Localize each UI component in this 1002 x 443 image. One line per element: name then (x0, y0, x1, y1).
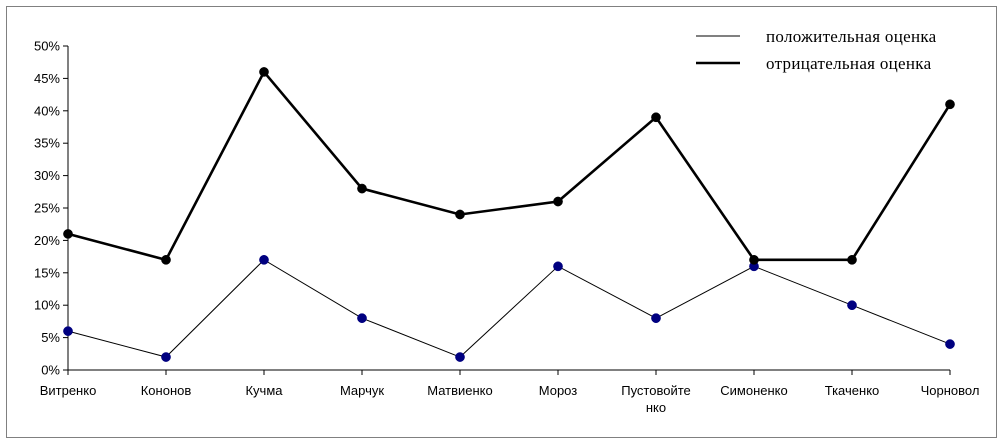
data-point (553, 261, 563, 272)
data-point (455, 209, 465, 220)
y-tick-label: 35% (34, 136, 60, 151)
data-point (63, 229, 73, 239)
data-point (847, 254, 857, 265)
data-point (945, 99, 955, 110)
y-tick-label: 50% (34, 39, 60, 54)
x-tick-label: Мороз (539, 383, 578, 398)
x-tick-label: Чорновол (921, 383, 980, 398)
series-2 (63, 67, 955, 265)
x-tick-label: нко (646, 400, 666, 415)
x-tick-label: Витренко (40, 383, 97, 398)
y-tick-label: 20% (34, 233, 60, 248)
y-tick-label: 5% (41, 330, 60, 345)
y-tick-label: 15% (34, 265, 60, 280)
x-axis: Витренко Кононов Кучма Марчук Матвиенко Мороз… (40, 369, 980, 415)
legend: положительная оценка отрицательная оценка (696, 27, 937, 73)
legend-item: отрицательная оценка (696, 54, 932, 73)
y-tick-label: 0% (41, 363, 60, 378)
data-point (847, 300, 857, 311)
data-point (357, 183, 367, 194)
y-tick-label: 10% (34, 298, 60, 313)
legend-label: отрицательная оценка (766, 54, 932, 73)
x-tick-label: Пустовойте (621, 383, 691, 398)
x-tick-label: Матвиенко (427, 383, 493, 398)
y-tick-label: 40% (34, 103, 60, 118)
y-tick-label: 45% (34, 71, 60, 86)
x-tick-label: Ткаченко (825, 383, 880, 398)
x-tick-label: Симоненко (720, 383, 787, 398)
y-tick-label: 25% (34, 201, 60, 216)
data-point (259, 67, 269, 77)
series-layer (63, 67, 955, 362)
x-tick-label: Кучма (245, 383, 283, 398)
data-point (259, 254, 269, 265)
series-1 (63, 254, 955, 362)
legend-label: положительная оценка (766, 27, 937, 46)
x-tick-label: Марчук (340, 383, 384, 398)
data-point (651, 313, 661, 324)
y-tick-label: 30% (34, 168, 60, 183)
data-point (455, 352, 465, 362)
series-line (67, 259, 951, 358)
x-tick-label: Кононов (141, 383, 192, 398)
data-point (945, 339, 955, 349)
data-point (357, 313, 367, 324)
data-point (161, 352, 171, 362)
data-point (161, 254, 171, 265)
legend-item: положительная оценка (696, 27, 937, 46)
y-axis: 0% 5% 10% 15% 20% 25% 30% 35% 40% 45% 50% (34, 39, 69, 378)
data-point (553, 196, 563, 207)
data-point (63, 326, 73, 336)
data-point (749, 254, 759, 265)
series-line (67, 69, 952, 262)
data-point (651, 112, 661, 123)
chart-border (6, 6, 997, 438)
